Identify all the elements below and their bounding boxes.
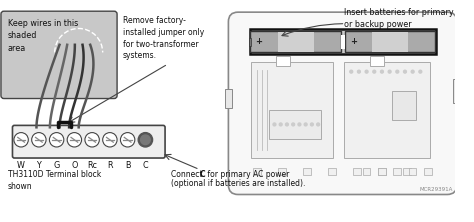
Bar	[344, 62, 430, 158]
Text: MCR29391A: MCR29391A	[419, 187, 453, 192]
Bar	[353, 168, 361, 175]
FancyBboxPatch shape	[1, 11, 117, 99]
Bar	[269, 110, 321, 139]
Circle shape	[138, 133, 153, 147]
Circle shape	[411, 70, 414, 73]
Circle shape	[350, 70, 353, 73]
FancyBboxPatch shape	[12, 125, 165, 158]
FancyBboxPatch shape	[228, 12, 457, 194]
Bar	[253, 168, 261, 175]
Circle shape	[310, 123, 313, 126]
Circle shape	[273, 123, 276, 126]
Bar	[345, 31, 435, 52]
Circle shape	[141, 135, 150, 145]
Circle shape	[373, 70, 376, 73]
Bar	[249, 30, 436, 54]
Text: Y: Y	[36, 161, 41, 170]
Text: Insert batteries for primary
or backup power: Insert batteries for primary or backup p…	[344, 8, 453, 29]
Circle shape	[396, 70, 399, 73]
Bar	[372, 32, 408, 52]
Bar	[403, 168, 411, 175]
Bar	[303, 168, 311, 175]
Circle shape	[292, 123, 295, 126]
Circle shape	[317, 123, 319, 126]
Circle shape	[419, 70, 422, 73]
Bar	[392, 91, 416, 120]
Bar	[363, 168, 370, 175]
Circle shape	[381, 70, 383, 73]
Bar	[409, 168, 417, 175]
Text: +: +	[350, 37, 356, 46]
Text: R: R	[107, 161, 113, 170]
Bar	[378, 168, 386, 175]
Circle shape	[403, 70, 406, 73]
Bar	[278, 32, 314, 52]
Circle shape	[304, 123, 307, 126]
Bar	[225, 89, 232, 108]
Text: B: B	[125, 161, 130, 170]
Text: (optional if batteries are installed).: (optional if batteries are installed).	[171, 179, 305, 188]
Circle shape	[67, 133, 82, 147]
Circle shape	[14, 133, 28, 147]
Bar	[378, 168, 386, 175]
Bar	[393, 168, 401, 175]
Circle shape	[32, 133, 46, 147]
Text: C: C	[143, 161, 148, 170]
Bar	[250, 31, 341, 52]
Text: Keep wires in this
shaded
area: Keep wires in this shaded area	[8, 19, 78, 53]
Bar	[453, 79, 461, 103]
Circle shape	[285, 123, 288, 126]
Text: Rc: Rc	[87, 161, 97, 170]
Text: TH3110D Terminal block
shown: TH3110D Terminal block shown	[8, 170, 101, 191]
Circle shape	[120, 133, 135, 147]
Bar	[278, 168, 286, 175]
Text: W: W	[17, 161, 25, 170]
Circle shape	[365, 70, 368, 73]
Circle shape	[388, 70, 391, 73]
Bar	[424, 168, 432, 175]
Circle shape	[85, 133, 100, 147]
Bar	[343, 38, 346, 46]
Circle shape	[49, 133, 64, 147]
Bar	[248, 38, 251, 46]
Bar	[251, 62, 333, 158]
Circle shape	[279, 123, 282, 126]
Text: +: +	[255, 37, 263, 46]
Text: Connect: Connect	[171, 170, 205, 178]
Text: O: O	[71, 161, 78, 170]
Bar	[328, 168, 336, 175]
Text: C: C	[200, 170, 205, 178]
Text: Remove factory-
installed jumper only
for two-transformer
systems.: Remove factory- installed jumper only fo…	[123, 16, 204, 60]
Circle shape	[298, 123, 301, 126]
Text: for primary AC power: for primary AC power	[205, 170, 290, 178]
Circle shape	[357, 70, 360, 73]
Circle shape	[103, 133, 117, 147]
Bar	[276, 56, 290, 66]
Bar	[341, 35, 345, 49]
Bar	[370, 56, 384, 66]
Text: G: G	[54, 161, 60, 170]
